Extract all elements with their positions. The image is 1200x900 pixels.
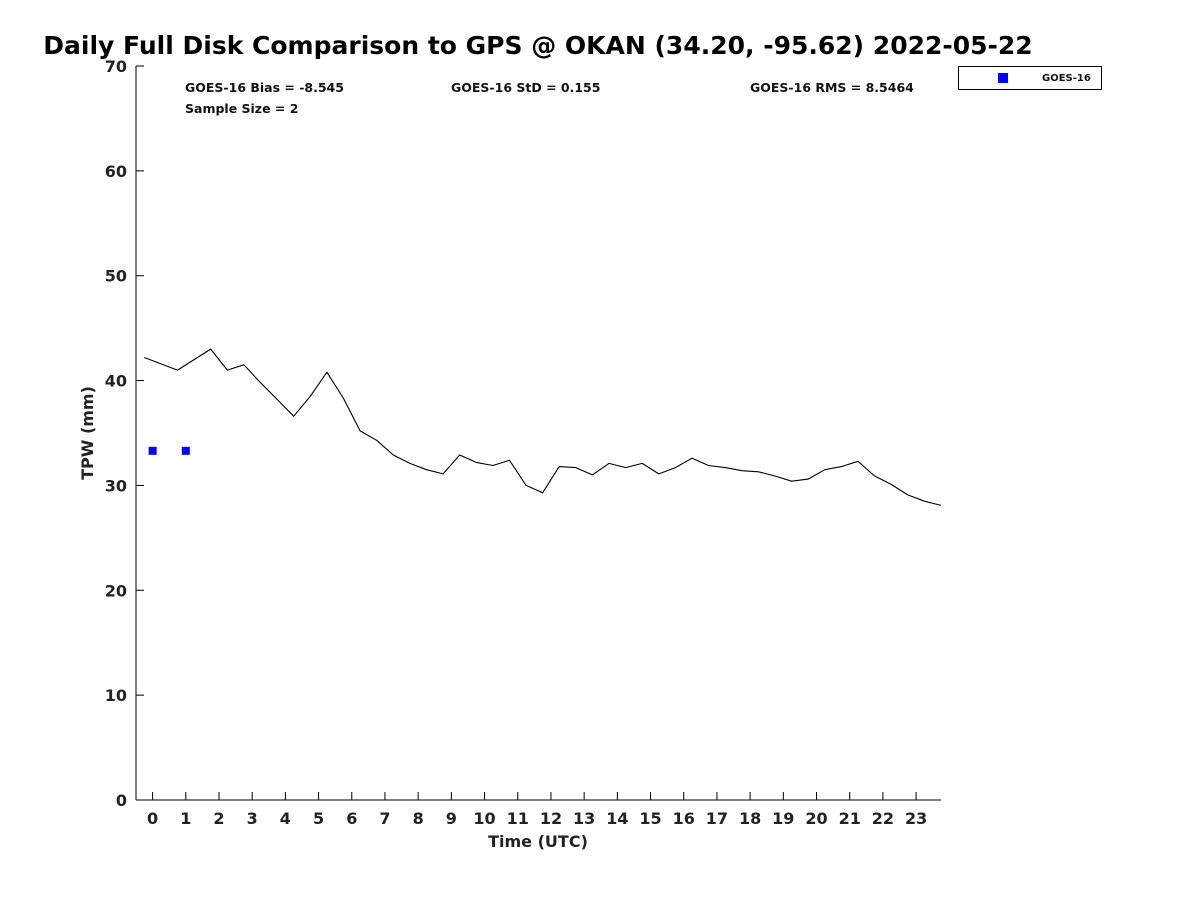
y-tick-label: 0 <box>116 791 127 810</box>
x-tick-label: 1 <box>180 809 191 828</box>
x-tick-label: 14 <box>606 809 628 828</box>
x-tick-label: 11 <box>507 809 529 828</box>
stat-sample-size: Sample Size = 2 <box>185 101 298 116</box>
x-tick-label: 15 <box>639 809 661 828</box>
data-point-goes16 <box>181 446 190 455</box>
x-tick-label: 10 <box>473 809 495 828</box>
legend-box <box>958 66 1102 90</box>
y-tick-label: 20 <box>105 581 127 600</box>
legend: GOES-16 <box>958 66 1102 90</box>
x-tick-label: 17 <box>706 809 728 828</box>
x-tick-label: 19 <box>772 809 794 828</box>
x-tick-label: 6 <box>346 809 357 828</box>
y-tick-label: 30 <box>105 476 127 495</box>
y-tick-label: 70 <box>105 57 127 76</box>
x-tick-label: 0 <box>147 809 158 828</box>
x-tick-label: 13 <box>573 809 595 828</box>
x-axis-label: Time (UTC) <box>488 832 588 851</box>
y-tick-label: 10 <box>105 686 127 705</box>
x-tick-label: 16 <box>673 809 695 828</box>
chart-title: Daily Full Disk Comparison to GPS @ OKAN… <box>43 31 1032 60</box>
y-tick-label: 40 <box>105 372 127 391</box>
x-tick-label: 2 <box>213 809 224 828</box>
stat-rms: GOES-16 RMS = 8.5464 <box>750 80 914 95</box>
x-tick-label: 23 <box>905 809 927 828</box>
x-tick-label: 20 <box>805 809 827 828</box>
x-tick-label: 7 <box>379 809 390 828</box>
series-line-gps <box>144 348 942 506</box>
plot-area <box>144 348 942 506</box>
data-point-goes16 <box>148 446 157 455</box>
y-axis-label: TPW (mm) <box>78 386 97 480</box>
y-tick-label: 60 <box>105 162 127 181</box>
x-tick-label: 18 <box>739 809 761 828</box>
x-tick-label: 4 <box>280 809 291 828</box>
legend-label-goes16: GOES-16 <box>1042 73 1091 84</box>
x-tick-label: 12 <box>540 809 562 828</box>
x-tick-label: 9 <box>446 809 457 828</box>
stat-std: GOES-16 StD = 0.155 <box>451 80 600 95</box>
stats-annotations: GOES-16 Bias = -8.545 GOES-16 StD = 0.15… <box>185 80 914 116</box>
stat-bias: GOES-16 Bias = -8.545 <box>185 80 344 95</box>
x-tick-label: 3 <box>247 809 258 828</box>
x-tick-label: 21 <box>839 809 861 828</box>
x-tick-label: 8 <box>413 809 424 828</box>
legend-swatch-goes16 <box>998 73 1008 83</box>
x-tick-label: 5 <box>313 809 324 828</box>
x-tick-label: 22 <box>872 809 894 828</box>
y-tick-label: 50 <box>105 267 127 286</box>
